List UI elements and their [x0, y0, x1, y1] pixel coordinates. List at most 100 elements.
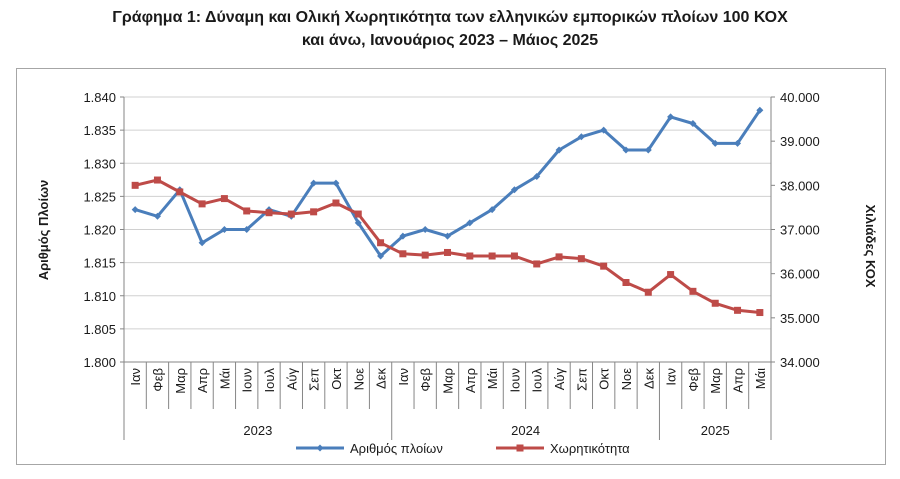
data-point-tonnage — [734, 306, 742, 314]
data-point-tonnage — [689, 287, 697, 295]
data-point-vessels — [644, 146, 652, 154]
month-label: Οκτ — [329, 367, 344, 390]
month-label: Ιαν — [664, 368, 679, 386]
data-point-tonnage — [667, 271, 675, 279]
data-point-vessels — [622, 146, 630, 154]
year-label: 2024 — [511, 423, 540, 438]
data-point-tonnage — [444, 248, 451, 256]
y-tick-label: 1.825 — [83, 189, 116, 204]
right-axis-tick-labels: 34.000 35.000 36.000 37.000 38.000 39.000 40.0… — [780, 90, 820, 370]
data-point-vessels — [689, 120, 697, 127]
month-label: Μάι — [217, 368, 232, 389]
month-label: Ιουν — [507, 368, 522, 392]
y-tick-label: 1.835 — [83, 123, 116, 138]
data-point-vessels — [734, 139, 742, 147]
legend-marker-vessels — [316, 444, 324, 452]
y-tick-label: 1.800 — [83, 355, 116, 370]
y-tick-label: 1.815 — [83, 256, 116, 271]
data-point-tonnage — [377, 239, 385, 247]
data-point-tonnage — [600, 262, 608, 270]
series-group — [131, 106, 764, 317]
data-point-tonnage — [198, 200, 206, 208]
y-tick-label: 1.820 — [83, 223, 116, 238]
month-label: Αύγ — [284, 368, 299, 391]
month-label: Απρ — [731, 368, 746, 393]
data-point-tonnage — [421, 251, 429, 259]
data-point-vessels — [421, 226, 429, 233]
data-point-vessels — [131, 206, 139, 214]
y-tick-label: 1.830 — [83, 156, 116, 171]
chart-area-border — [16, 68, 886, 465]
month-label: Μαρ — [173, 368, 188, 394]
data-point-tonnage — [711, 299, 719, 307]
data-point-tonnage — [756, 309, 764, 317]
data-point-tonnage — [287, 210, 295, 218]
y2-tick-label: 40.000 — [780, 90, 820, 105]
chart-title: Γράφημα 1: Δύναμη και Ολική Χωρητικότητα… — [0, 6, 900, 52]
y2-tick-label: 39.000 — [780, 134, 820, 149]
data-point-tonnage — [332, 199, 340, 207]
data-point-vessels — [153, 212, 161, 220]
y2-tick-label: 37.000 — [780, 223, 820, 238]
data-point-tonnage — [488, 252, 496, 260]
series-line-tonnage — [134, 178, 760, 314]
month-label: Απρ — [463, 368, 478, 393]
data-point-vessels — [220, 226, 228, 233]
month-label: Νοε — [619, 368, 634, 391]
data-point-tonnage — [131, 181, 139, 189]
data-point-vessels — [354, 219, 362, 227]
month-label: Οκτ — [597, 367, 612, 390]
data-point-tonnage — [644, 288, 652, 296]
data-point-vessels — [310, 179, 318, 187]
y2-tick-label: 38.000 — [780, 178, 820, 193]
data-point-tonnage — [243, 207, 251, 215]
data-point-tonnage — [466, 252, 474, 260]
x-axis-tick-labels: Ιαν Φεβ Μαρ Απρ Μάι Ιουν Ιουλ Αύγ Σεπ Οκτ Νοε Δεκ Ια… — [128, 367, 768, 438]
data-point-vessels — [332, 179, 340, 187]
data-point-tonnage — [265, 209, 273, 217]
month-label: Δεκ — [374, 368, 389, 389]
legend-marker-tonnage — [516, 444, 524, 452]
data-point-vessels — [600, 126, 608, 134]
data-point-vessels — [533, 173, 541, 180]
data-point-vessels — [510, 186, 518, 194]
data-point-vessels — [711, 139, 719, 147]
month-label: Φεβ — [150, 368, 165, 392]
data-point-tonnage — [310, 208, 318, 216]
year-label: 2025 — [701, 423, 730, 438]
data-point-tonnage — [622, 279, 630, 286]
legend-label-tonnage: Χωρητικότητα — [550, 441, 630, 456]
data-point-vessels — [577, 133, 585, 141]
y2-axis-label: Χιλιάδες ΚΟΧ — [863, 204, 878, 287]
data-point-tonnage — [510, 252, 518, 260]
month-label: Σεπ — [574, 368, 589, 391]
chart-title-line-2: και άνω, Ιανουάριος 2023 – Μάιος 2025 — [301, 32, 599, 49]
data-point-vessels — [488, 206, 496, 214]
left-axis-tick-labels: 1.800 1.805 1.810 1.815 1.820 1.825 1.830 1.835… — [83, 90, 116, 370]
year-label: 2023 — [243, 423, 272, 438]
legend-label-vessels: Αριθμός πλοίων — [350, 441, 443, 456]
data-point-tonnage — [176, 188, 184, 196]
data-point-vessels — [377, 252, 385, 260]
month-label: Μάι — [485, 368, 500, 389]
month-label: Αύγ — [552, 368, 567, 391]
month-label: Ιουν — [240, 368, 255, 392]
y-tick-label: 1.805 — [83, 322, 116, 337]
chart-title-line-1: Γράφημα 1: Δύναμη και Ολική Χωρητικότητα… — [112, 9, 788, 26]
month-label: Ιουλ — [262, 368, 277, 393]
month-label: Απρ — [195, 368, 210, 393]
month-label: Δεκ — [641, 368, 656, 389]
data-point-tonnage — [555, 253, 563, 261]
data-point-vessels — [756, 106, 764, 114]
data-point-vessels — [667, 113, 675, 121]
data-point-tonnage — [153, 176, 161, 184]
month-label: Ιαν — [128, 368, 143, 386]
month-label: Φεβ — [686, 368, 701, 392]
month-label: Μάι — [753, 368, 768, 389]
month-label: Νοε — [351, 368, 366, 391]
month-label: Μαρ — [441, 368, 456, 394]
month-label: Ιουλ — [530, 368, 545, 393]
month-label: Σεπ — [307, 368, 322, 391]
y-axis-label: Αριθμός Πλοίων — [36, 180, 51, 281]
